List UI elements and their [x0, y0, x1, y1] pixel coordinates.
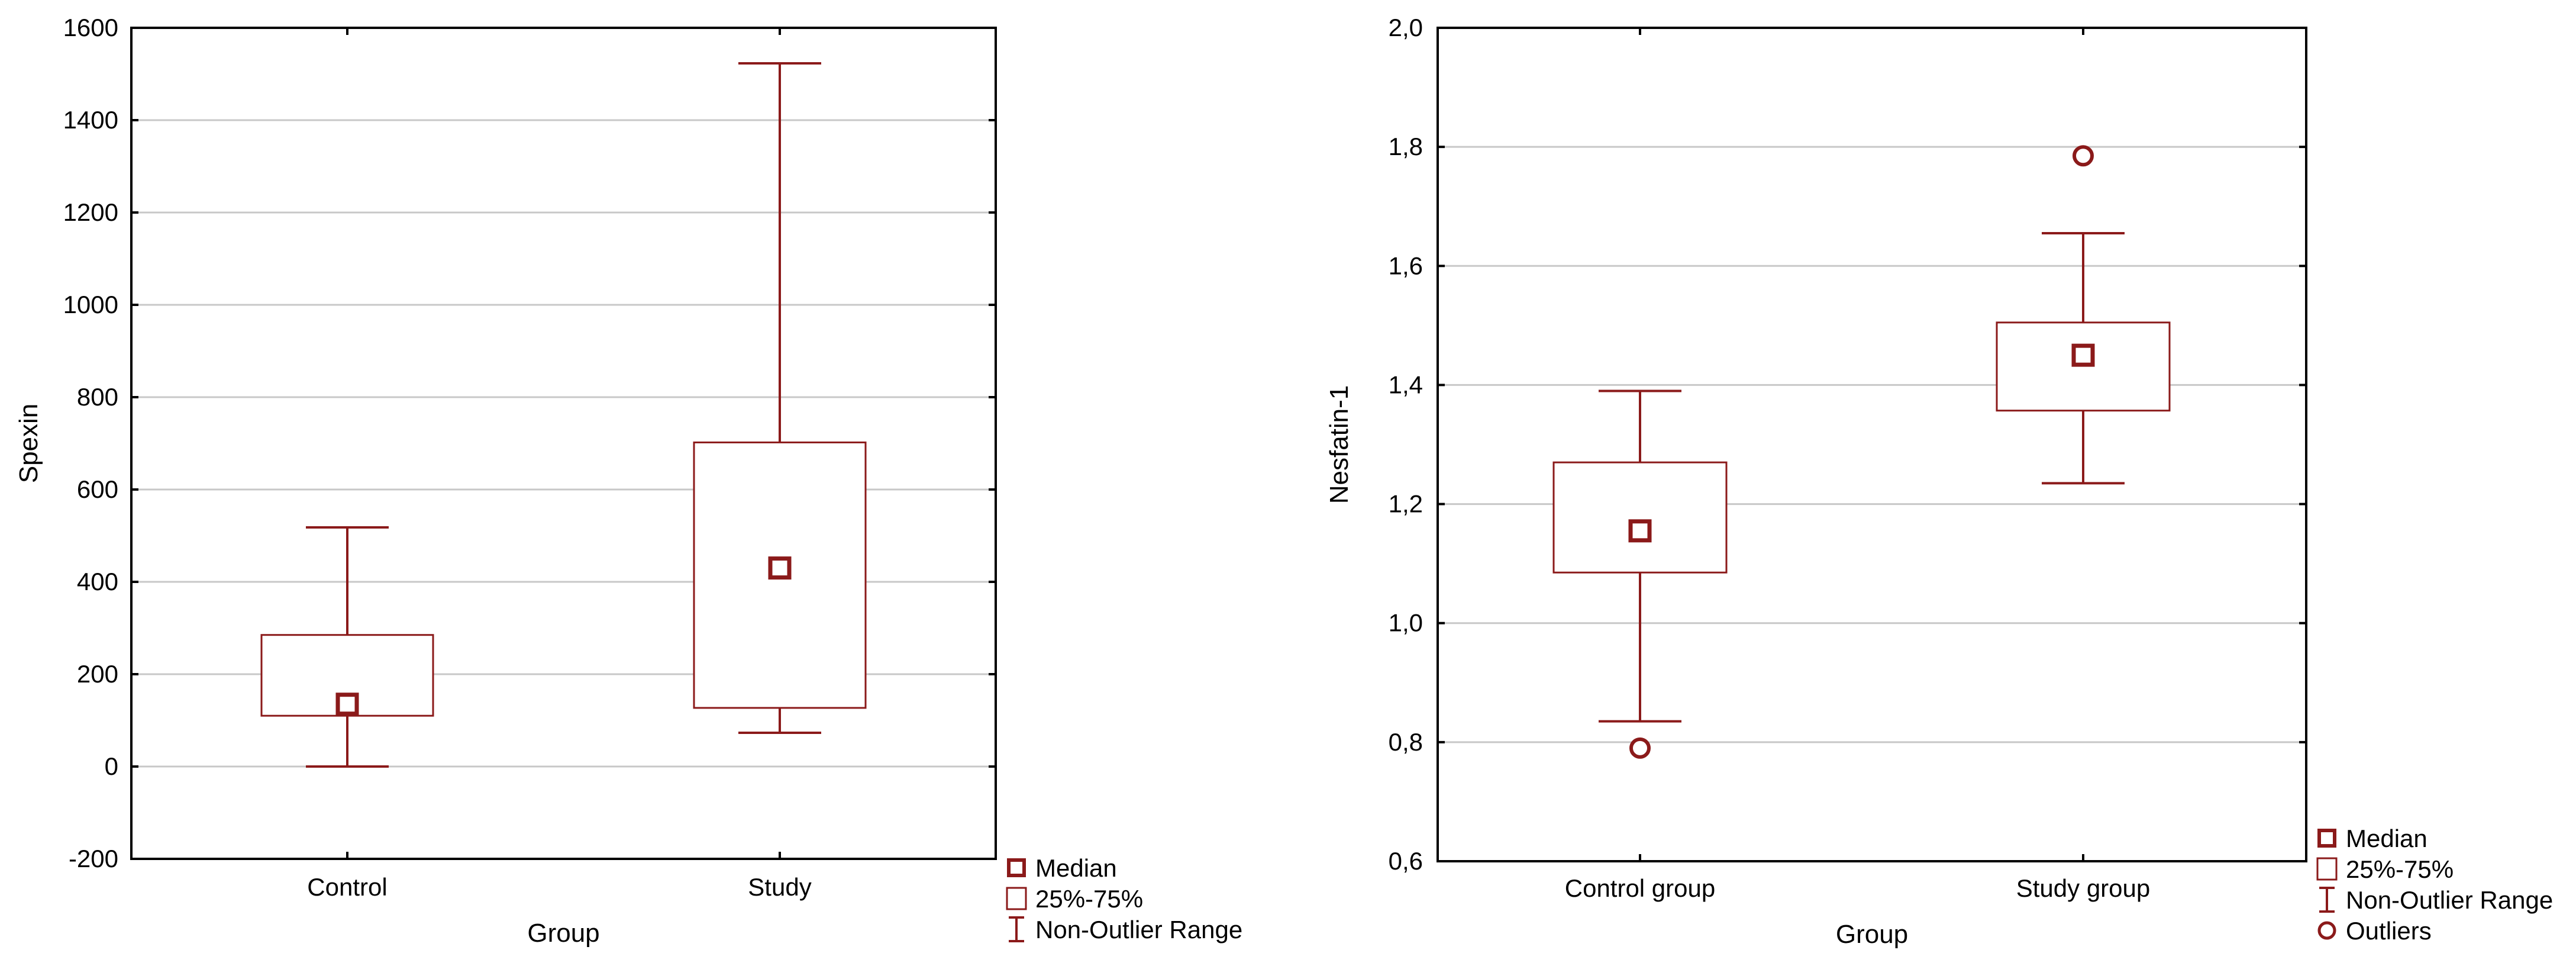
chart1-legend-label: 25%-75% — [1035, 885, 1143, 913]
chart2-ytick-label: 1,6 — [1389, 252, 1423, 279]
chart1-legend-label: Non-Outlier Range — [1035, 916, 1242, 944]
chart2-ytick-label: 1,8 — [1389, 133, 1423, 160]
chart2-plot-frame — [1437, 27, 2307, 862]
chart1-median-marker — [335, 693, 359, 716]
chart2-median-marker — [1628, 519, 1652, 543]
chart2-median-marker — [2071, 343, 2095, 367]
chart2-ytick-label: 1,0 — [1389, 609, 1423, 637]
chart2-legend-box-icon — [2316, 857, 2338, 881]
chart2-ytick-label: 1,2 — [1389, 490, 1423, 518]
chart1-ytick-label: 1000 — [63, 291, 118, 318]
chart1-ylabel: Spexin — [14, 404, 43, 484]
chart1-ytick-label: 1400 — [63, 106, 118, 134]
chart1-legend-label: Median — [1035, 854, 1117, 882]
chart1-ytick-label: 400 — [77, 568, 118, 595]
chart2-ytick-label: 2,0 — [1389, 14, 1423, 41]
chart1-legend-median-icon — [1007, 858, 1026, 877]
chart1-xtick-label: Study — [748, 873, 811, 901]
chart1-ytick-label: 200 — [77, 660, 118, 688]
chart2-outlier-point — [1629, 737, 1651, 759]
chart1-median-marker — [768, 556, 792, 580]
chart1-xtick-label: Control — [307, 873, 387, 901]
chart1-ytick-label: 1200 — [63, 198, 118, 226]
chart2-legend-label: 25%-75% — [2346, 855, 2454, 883]
chart1-ytick-label: -200 — [69, 845, 118, 872]
chart2-ytick-label: 0,6 — [1389, 847, 1423, 875]
chart1-ytick-label: 0 — [105, 752, 118, 780]
chart2-legend-outlier-icon — [2317, 921, 2336, 940]
chart1-plot-frame — [130, 27, 997, 860]
chart2-xtick-label: Study group — [2016, 874, 2151, 902]
chart2-ytick-label: 1,4 — [1389, 371, 1423, 398]
chart1-xlabel: Group — [527, 919, 599, 948]
chart2-legend-label: Median — [2346, 825, 2427, 852]
chart2-outlier-point — [2073, 145, 2094, 167]
chart2-ylabel: Nesfatin-1 — [1325, 385, 1354, 504]
chart1-ytick-label: 600 — [77, 475, 118, 503]
chart2-ytick-label: 0,8 — [1389, 728, 1423, 756]
chart2-legend-median-icon — [2317, 829, 2336, 848]
chart1-ytick-label: 1600 — [63, 14, 118, 41]
chart2-iqr-box — [1552, 461, 1728, 574]
chart2-xtick-label: Control group — [1565, 874, 1715, 902]
chart2-legend-label: Non-Outlier Range — [2346, 886, 2553, 914]
chart2-legend-label: Outliers — [2346, 917, 2432, 945]
chart1-ytick-label: 800 — [77, 383, 118, 411]
chart2-xlabel: Group — [1836, 920, 1908, 949]
chart1-legend-box-icon — [1006, 887, 1027, 910]
